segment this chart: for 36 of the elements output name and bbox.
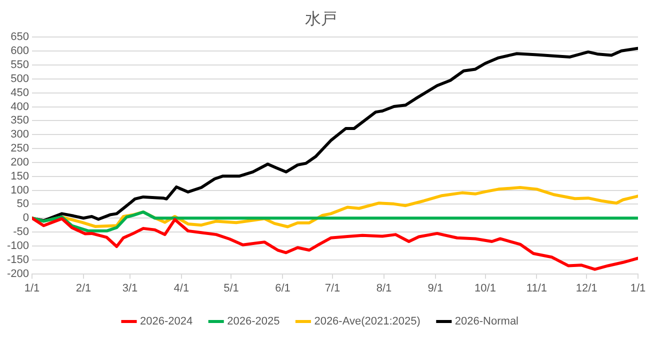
x-tick-label: 12/1 [576, 282, 598, 294]
y-tick-label: 250 [10, 142, 30, 155]
y-tick-label: 350 [10, 114, 30, 127]
legend-label: 2026-2024 [140, 316, 193, 328]
chart-title: 水戸 [305, 8, 337, 28]
y-tick-label: 650 [10, 31, 30, 44]
y-tick-label: 0 [22, 212, 30, 224]
x-tick-label: 9/1 [428, 282, 444, 294]
x-tick-label: 1/1 [24, 282, 40, 294]
x-tick-label: 4/1 [174, 282, 190, 294]
x-tick-label: 7/1 [324, 282, 340, 294]
x-tick-label: 8/1 [376, 282, 392, 294]
y-tick-label: 500 [10, 72, 30, 85]
y-tick-label: 550 [10, 59, 30, 72]
legend-label: 2026-2025 [227, 316, 280, 328]
legend-label: 2026-Ave(2021:2025) [314, 316, 420, 328]
y-tick-label: 50 [16, 198, 30, 210]
y-tick-label: 200 [10, 156, 30, 168]
y-tick-label: -200 [6, 268, 30, 280]
legend-label: 2026-Normal [454, 316, 519, 328]
x-tick-label: 1/1 [630, 282, 646, 294]
y-tick-label: -100 [6, 240, 30, 252]
x-tick-label: 11/1 [526, 282, 548, 294]
y-tick-label: -50 [13, 226, 30, 238]
x-tick-label: 3/1 [122, 282, 138, 294]
x-tick-label: 5/1 [224, 282, 239, 294]
y-tick-label: 400 [10, 100, 30, 113]
y-tick-label: 150 [10, 170, 30, 182]
y-tick-label: 600 [10, 45, 30, 58]
y-tick-label: 450 [10, 86, 30, 99]
x-tick-label: 10/1 [474, 282, 496, 294]
x-tick-label: 2/1 [76, 282, 92, 294]
y-tick-label: -150 [6, 254, 30, 266]
x-tick-label: 6/1 [275, 282, 290, 294]
y-tick-label: 100 [10, 184, 30, 196]
y-tick-label: 300 [10, 128, 30, 141]
